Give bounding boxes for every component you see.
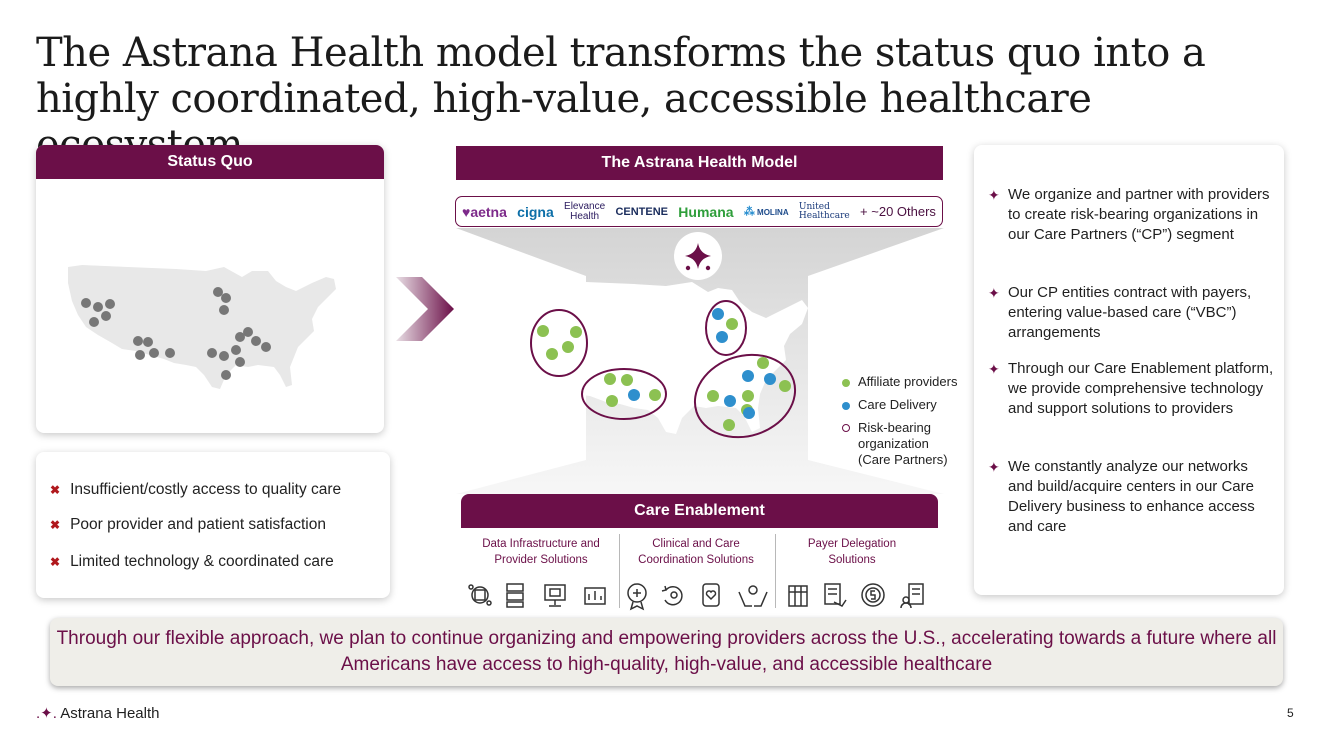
document-user-icon bbox=[900, 583, 924, 609]
conclusion-banner: Through our flexible approach, we plan t… bbox=[50, 618, 1283, 686]
ce-icons bbox=[468, 583, 924, 611]
status-quo-issues: ✖ Insufficient/costly access to quality c… bbox=[36, 452, 390, 598]
page-title: The Astrana Health model transforms the … bbox=[36, 30, 1206, 168]
issue-item: ✖ Poor provider and patient satisfaction bbox=[50, 516, 326, 533]
status-quo-map bbox=[68, 265, 336, 389]
astrana-logo: .✦. Astrana Health bbox=[36, 705, 160, 722]
ce-column-data: Data Infrastructure and Provider Solutio… bbox=[482, 538, 600, 566]
care-enablement-header: Care Enablement bbox=[461, 494, 938, 528]
benefit-item: ✦ We organize and partner with providers … bbox=[988, 186, 1270, 243]
legend-care-delivery: Care Delivery bbox=[842, 397, 972, 413]
contract-icon bbox=[824, 583, 847, 607]
benefit-item: ✦ Our CP entities contract with payers, e… bbox=[988, 284, 1252, 341]
star-icon: ✦ bbox=[988, 285, 1000, 301]
benefit-item: ✦ We constantly analyze our networks and … bbox=[988, 458, 1255, 535]
centene-logo: CENTENE bbox=[615, 205, 669, 218]
model-header: The Astrana Health Model bbox=[456, 146, 943, 180]
elevance-logo: Elevance Health bbox=[564, 200, 606, 222]
medical-badge-icon bbox=[627, 583, 647, 611]
star-icon: ✦ bbox=[988, 187, 1000, 203]
issue-item: ✖ Insufficient/costly access to quality c… bbox=[50, 481, 342, 498]
legend-affiliate: Affiliate providers bbox=[842, 374, 972, 390]
transition-arrow bbox=[396, 277, 454, 341]
payer-logos: ♥aetna cigna Elevance Health CENTENE Huma… bbox=[455, 196, 943, 227]
benefit-item: ✦ Through our Care Enablement platform, w… bbox=[988, 360, 1274, 417]
server-icon bbox=[506, 583, 524, 608]
model-benefits-panel: ✦ We organize and partner with providers … bbox=[974, 145, 1284, 595]
star-icon: ✦ bbox=[988, 459, 1000, 475]
cigna-logo: cigna bbox=[517, 203, 554, 220]
status-quo-header: Status Quo bbox=[36, 145, 384, 179]
ce-divider bbox=[619, 534, 620, 608]
ce-column-clinical: Clinical and Care Coordination Solutions bbox=[638, 538, 754, 566]
map-legend: Affiliate providers Care Delivery Risk-b… bbox=[842, 374, 972, 468]
logo-mark-icon: .✦. bbox=[36, 705, 57, 722]
payer-building-icon bbox=[788, 585, 808, 607]
payment-icon bbox=[861, 583, 885, 607]
status-quo-panel: Status Quo bbox=[36, 145, 384, 433]
dashboard-icon bbox=[584, 587, 606, 605]
aetna-logo: ♥aetna bbox=[462, 203, 507, 220]
model-map bbox=[456, 228, 944, 494]
molina-logo: ⁂ MOLINA bbox=[743, 206, 789, 218]
hands-care-icon bbox=[738, 585, 768, 607]
star-icon: ✦ bbox=[988, 361, 1000, 377]
data-network-icon bbox=[468, 584, 492, 606]
monitor-icon bbox=[544, 584, 566, 607]
page-number: 5 bbox=[1287, 706, 1294, 720]
others-count: + ~20 Others bbox=[860, 204, 936, 219]
ce-divider bbox=[775, 534, 776, 608]
care-cycle-icon bbox=[661, 585, 683, 606]
unitedhealthcare-logo: United Healthcare bbox=[798, 201, 850, 221]
ce-column-payer: Payer Delegation Solutions bbox=[807, 538, 897, 566]
issue-item: ✖ Limited technology & coordinated care bbox=[50, 553, 334, 570]
heart-device-icon bbox=[702, 583, 720, 607]
humana-logo: Humana bbox=[678, 203, 734, 220]
legend-risk-bearing: Risk-bearing organization (Care Partners… bbox=[842, 420, 972, 468]
